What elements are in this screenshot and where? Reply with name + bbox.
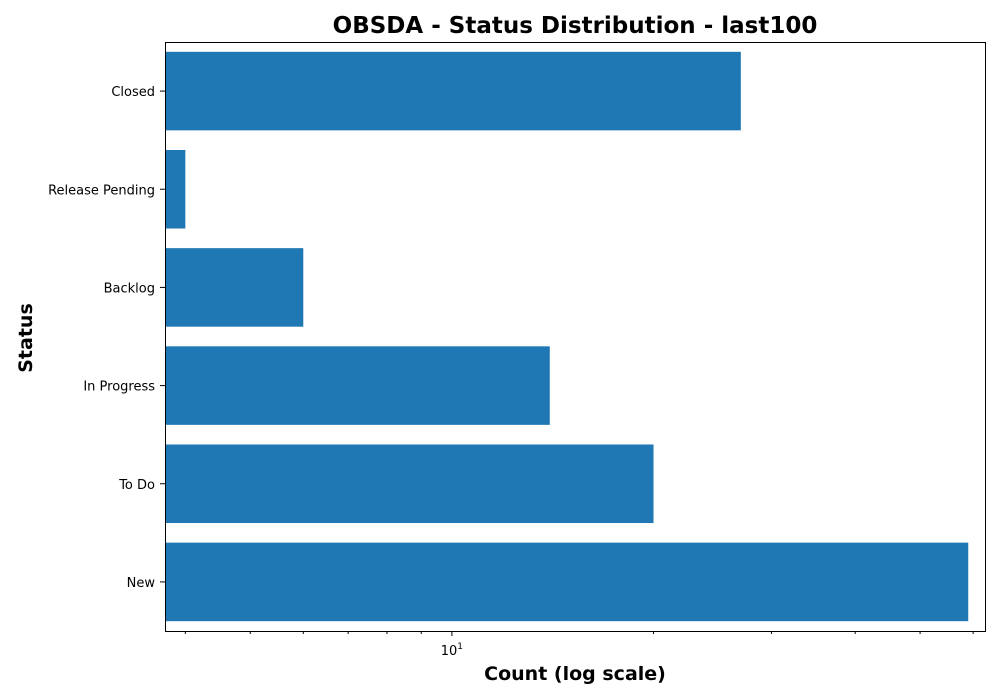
y-tick-label-to-do: To Do [118,478,155,493]
y-tick-label-in-progress: In Progress [83,380,155,395]
y-axis-ticks: Closed Release Pending Backlog In Progress T… [48,85,165,591]
x-tick-label-10: 101 [441,642,463,659]
bars-group [165,51,969,622]
y-tick-label-backlog: Backlog [104,281,155,296]
bar-release-pending [165,149,186,229]
x-axis-ticks: 101 [184,631,974,659]
bar-in-progress [165,346,550,425]
bar-to-do [165,444,654,524]
y-tick-label-new: New [127,576,156,591]
bar-backlog [165,248,304,327]
chart-title: OBSDA - Status Distribution - last100 [333,13,818,39]
y-tick-label-release-pending: Release Pending [48,183,155,198]
y-tick-label-closed: Closed [111,85,155,100]
bar-closed [165,51,741,131]
x-axis-label: Count (log scale) [484,663,666,685]
plot-frame [165,42,986,632]
y-axis-label: Status [15,303,37,373]
bar-new [165,542,969,622]
